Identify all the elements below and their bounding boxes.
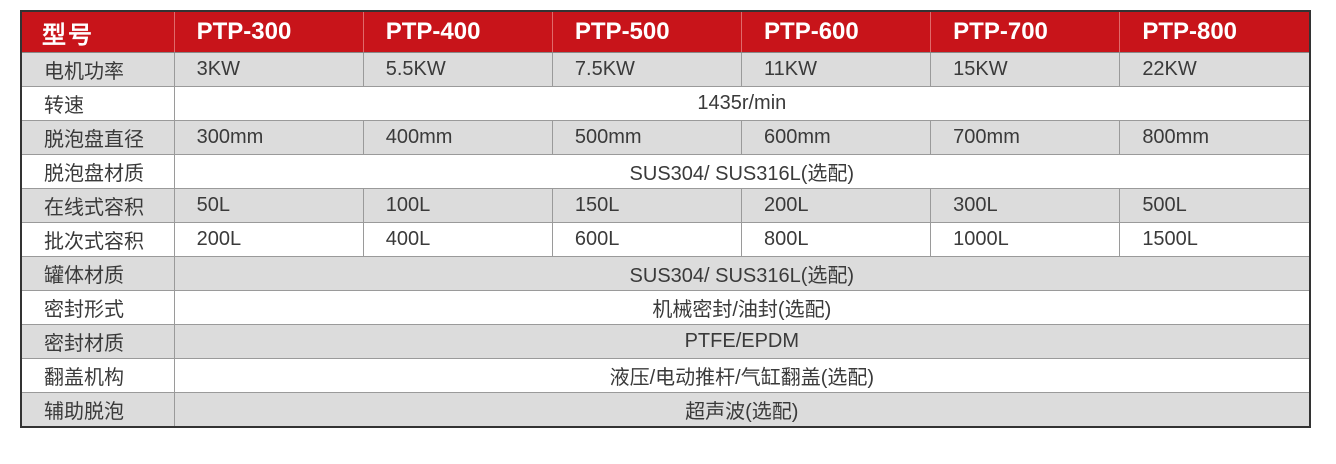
model-header-ptp-400: PTP-400 <box>363 12 553 53</box>
table-cell: 200L <box>174 222 364 257</box>
table-cell-span: SUS304/ SUS316L(选配) <box>174 256 1309 291</box>
table-cell: 800mm <box>1119 120 1309 155</box>
table-row-lid-mechanism: 翻盖机构 液压/电动推杆/气缸翻盖(选配) <box>22 358 1309 393</box>
model-header-ptp-800: PTP-800 <box>1119 12 1309 53</box>
table-cell-span: 液压/电动推杆/气缸翻盖(选配) <box>174 358 1309 393</box>
table-cell: 600mm <box>741 120 932 155</box>
model-header-label: 型号 <box>22 12 175 53</box>
model-header-ptp-300: PTP-300 <box>174 12 364 53</box>
table-cell: 3KW <box>174 52 364 87</box>
table-row-auxiliary-degassing: 辅助脱泡 超声波(选配) <box>22 392 1309 426</box>
table-cell: 1000L <box>930 222 1121 257</box>
table-cell: 15KW <box>930 52 1121 87</box>
table-cell: 700mm <box>930 120 1121 155</box>
row-label: 电机功率 <box>22 52 175 87</box>
row-label: 转速 <box>22 86 175 121</box>
row-label: 辅助脱泡 <box>22 392 175 426</box>
spec-table-container: 型号 PTP-300 PTP-400 PTP-500 PTP-600 PTP-7… <box>20 10 1311 428</box>
table-row-seal-material: 密封材质 PTFE/EPDM <box>22 324 1309 359</box>
table-row-tank-material: 罐体材质 SUS304/ SUS316L(选配) <box>22 256 1309 291</box>
model-header-ptp-500: PTP-500 <box>552 12 743 53</box>
table-cell: 300mm <box>174 120 364 155</box>
table-cell: 100L <box>363 188 553 223</box>
table-cell: 7.5KW <box>552 52 743 87</box>
row-label: 脱泡盘材质 <box>22 154 175 189</box>
table-cell: 200L <box>741 188 932 223</box>
row-label: 翻盖机构 <box>22 358 175 393</box>
table-cell-span: 机械密封/油封(选配) <box>174 290 1309 325</box>
table-cell: 11KW <box>741 52 932 87</box>
table-row-disc-diameter: 脱泡盘直径 300mm 400mm 500mm 600mm 700mm 800m… <box>22 120 1309 155</box>
table-cell-span: 超声波(选配) <box>174 392 1309 426</box>
table-cell: 400mm <box>363 120 553 155</box>
table-cell-span: SUS304/ SUS316L(选配) <box>174 154 1309 189</box>
header-row: 型号 PTP-300 PTP-400 PTP-500 PTP-600 PTP-7… <box>22 12 1309 53</box>
row-label: 脱泡盘直径 <box>22 120 175 155</box>
table-cell: 22KW <box>1119 52 1309 87</box>
table-cell: 5.5KW <box>363 52 553 87</box>
spec-table: 型号 PTP-300 PTP-400 PTP-500 PTP-600 PTP-7… <box>22 12 1309 426</box>
table-row-motor-power: 电机功率 3KW 5.5KW 7.5KW 11KW 15KW 22KW <box>22 52 1309 87</box>
row-label: 批次式容积 <box>22 222 175 257</box>
table-row-speed: 转速 1435r/min <box>22 86 1309 121</box>
table-cell: 300L <box>930 188 1121 223</box>
table-cell: 400L <box>363 222 553 257</box>
table-cell: 50L <box>174 188 364 223</box>
model-header-ptp-600: PTP-600 <box>741 12 932 53</box>
table-row-seal-type: 密封形式 机械密封/油封(选配) <box>22 290 1309 325</box>
table-cell: 500mm <box>552 120 743 155</box>
table-row-disc-material: 脱泡盘材质 SUS304/ SUS316L(选配) <box>22 154 1309 189</box>
table-cell: 1500L <box>1119 222 1309 257</box>
table-row-batch-capacity: 批次式容积 200L 400L 600L 800L 1000L 1500L <box>22 222 1309 257</box>
row-label: 密封形式 <box>22 290 175 325</box>
table-row-inline-capacity: 在线式容积 50L 100L 150L 200L 300L 500L <box>22 188 1309 223</box>
row-label: 密封材质 <box>22 324 175 359</box>
row-label: 在线式容积 <box>22 188 175 223</box>
table-cell: 800L <box>741 222 932 257</box>
row-label: 罐体材质 <box>22 256 175 291</box>
table-cell-span: 1435r/min <box>174 86 1309 121</box>
table-cell-span: PTFE/EPDM <box>174 324 1309 359</box>
model-header-ptp-700: PTP-700 <box>930 12 1121 53</box>
table-cell: 150L <box>552 188 743 223</box>
table-cell: 600L <box>552 222 743 257</box>
table-cell: 500L <box>1119 188 1309 223</box>
